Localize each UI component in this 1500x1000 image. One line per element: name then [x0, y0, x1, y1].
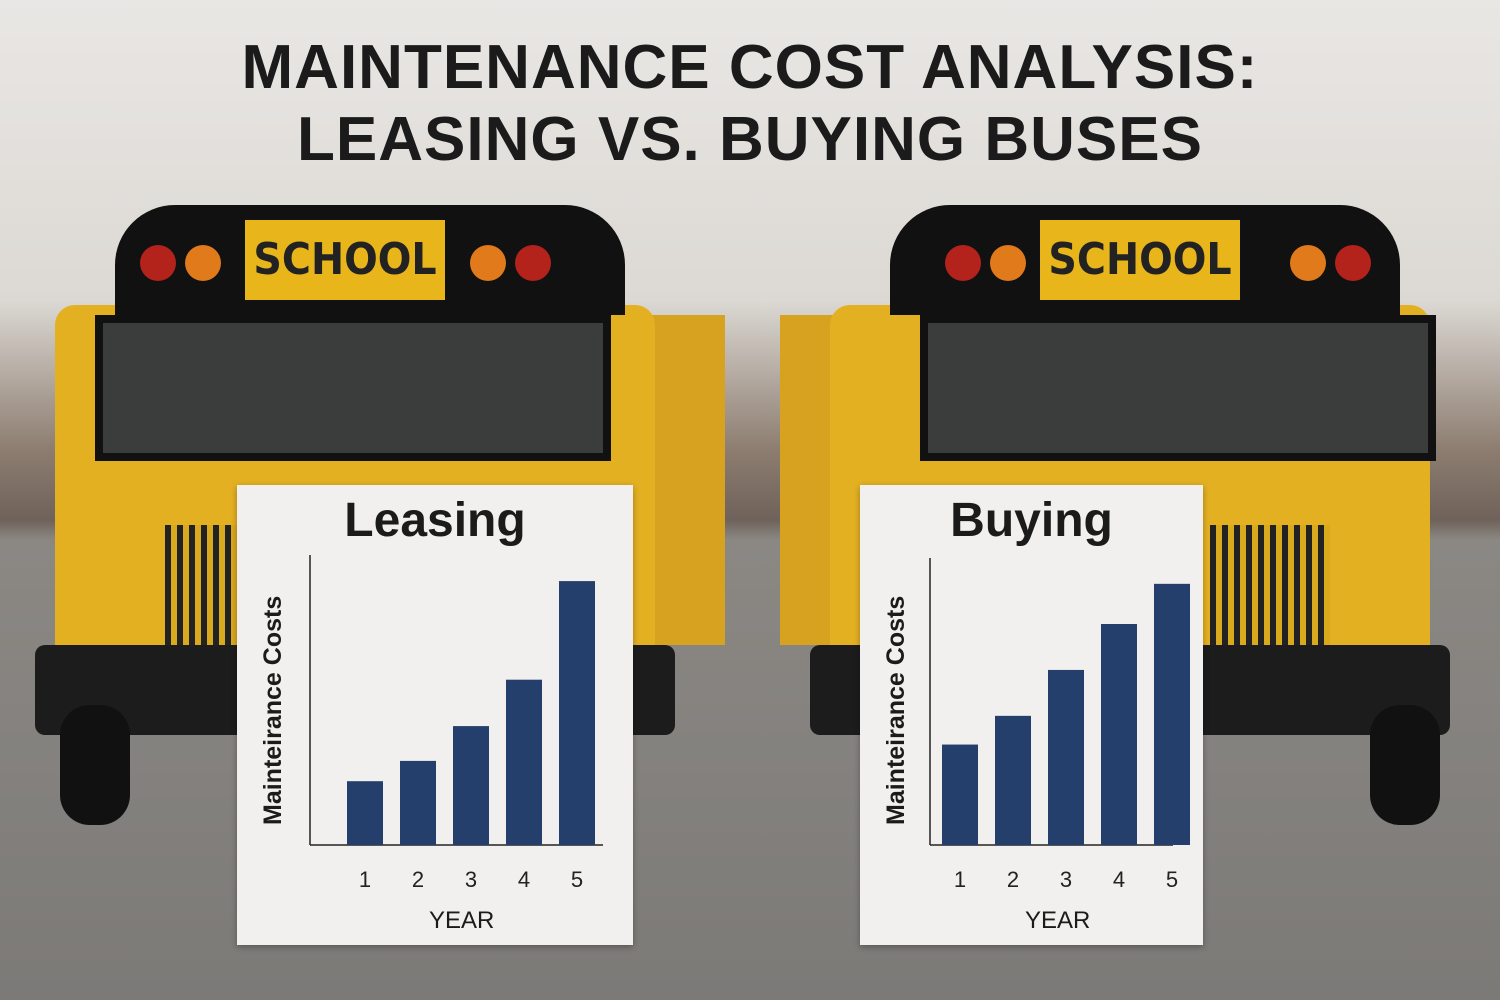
title-line-1: MAINTENANCE COST ANALYSIS: [241, 33, 1259, 102]
x-tick-label: 1 [359, 867, 371, 892]
x-axis-label: YEAR [429, 907, 495, 934]
bar-year-4 [1101, 624, 1137, 845]
x-tick-label: 4 [1113, 867, 1125, 892]
bus-sign: SCHOOL BUS [1040, 220, 1240, 365]
bar-year-3 [1048, 669, 1084, 845]
chart-title: Buying [950, 494, 1113, 547]
x-axis-label: YEAR [1025, 907, 1091, 934]
buying-plot: 1 2 3 4 5 [929, 558, 1190, 892]
leasing-plot: 1 2 3 4 5 [309, 555, 603, 892]
page-title: MAINTENANCE COST ANALYSIS: LEASING VS. B… [0, 32, 1500, 176]
bar-year-3 [453, 726, 489, 845]
x-tick-label: 5 [571, 867, 583, 892]
chart-title: Leasing [344, 494, 526, 547]
x-tick-label: 4 [518, 867, 530, 892]
x-tick-label: 2 [412, 867, 424, 892]
x-tick-label: 2 [1007, 867, 1019, 892]
title-line-2: LEASING VS. BUYING BUSES [297, 105, 1203, 174]
bar-year-5 [1154, 583, 1190, 845]
bar-year-2 [400, 760, 436, 845]
bar-year-1 [942, 744, 978, 845]
bar-year-5 [559, 581, 595, 845]
x-tick-label: 1 [954, 867, 966, 892]
bar-year-4 [506, 679, 542, 845]
x-tick-label: 5 [1166, 867, 1178, 892]
bar-year-1 [347, 781, 383, 845]
bus-sign: SCHOOL BUS [245, 220, 445, 365]
x-tick-label: 3 [1060, 867, 1072, 892]
x-tick-label: 3 [465, 867, 477, 892]
bar-year-2 [995, 715, 1031, 845]
